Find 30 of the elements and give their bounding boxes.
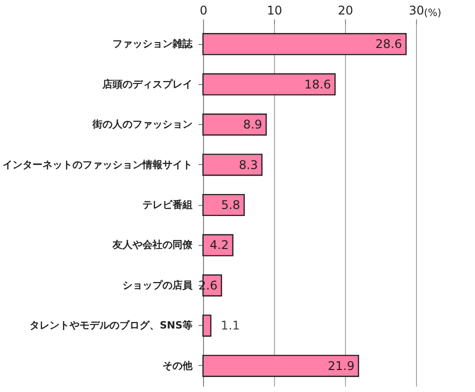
bar [202, 114, 267, 136]
data-label: 28.6 [375, 37, 402, 52]
y-tick-label: 店頭のディスプレイ [102, 78, 192, 90]
y-tick-label: 街の人のファッション [92, 118, 192, 131]
y-tick-label: ファッション雑誌 [112, 38, 194, 50]
bar [202, 314, 212, 337]
data-label: 21.9 [328, 358, 354, 373]
bar [202, 154, 263, 176]
y-tick-label: インターネットのファッション情報サイト [2, 158, 192, 171]
y-tick-label: テレビ番組 [142, 199, 192, 211]
bar [202, 33, 407, 56]
y-tick-label: タレントやモデルのブログ、SNS等 [30, 320, 192, 332]
data-label: 5.8 [221, 198, 240, 212]
bar [202, 354, 360, 377]
y-tick-label: ショップの店員 [122, 279, 194, 292]
bar [202, 194, 245, 216]
data-label: 8.9 [243, 118, 262, 132]
x-tick-label: 30 [408, 4, 424, 18]
x-axis-title: (%) [424, 8, 442, 19]
y-tick-label: その他 [162, 360, 194, 372]
x-tick-label: 0 [200, 4, 208, 18]
data-label: 4.2 [210, 238, 229, 252]
x-tick-label: 10 [266, 4, 282, 18]
y-tick-label: 友人や会社の同僚 [112, 239, 194, 252]
data-label: 18.6 [304, 77, 332, 92]
data-label: 1.1 [220, 318, 240, 333]
data-label: 8.3 [238, 158, 258, 172]
bar [202, 73, 336, 96]
bar [202, 234, 234, 256]
x-tick-label: 20 [338, 4, 354, 18]
